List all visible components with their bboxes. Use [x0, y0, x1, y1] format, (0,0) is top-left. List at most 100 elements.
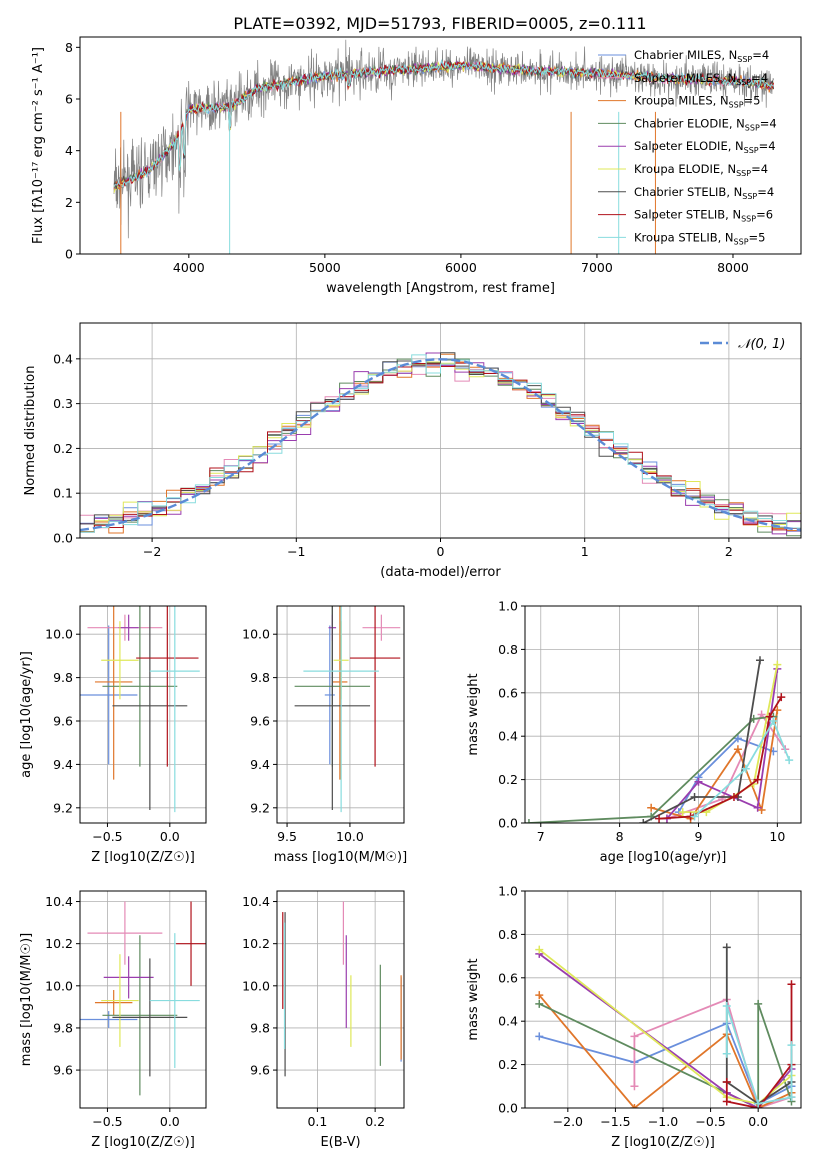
y-tick-label: 10.0	[45, 627, 73, 642]
series-line	[693, 718, 791, 818]
y-axis-label: mass weight	[466, 673, 481, 755]
plot-frame	[79, 322, 802, 539]
y-axis-label: mass [log10(M/M☉)]	[19, 933, 34, 1066]
data-point-marker	[722, 1097, 731, 1106]
legend-label: Salpeter MILES, NSSP=4	[634, 71, 768, 87]
x-tick-label: 0	[437, 544, 445, 559]
y-tick-label: 0.2	[498, 1057, 518, 1072]
y-tick-label: 0.4	[498, 1014, 518, 1029]
data-point-marker	[733, 734, 742, 743]
x-tick-label: 0.0	[160, 829, 180, 844]
x-tick-label: −1.0	[648, 1114, 678, 1129]
data-point-marker	[787, 980, 796, 989]
y-axis-label: age [log10(age/yr)]	[19, 651, 34, 778]
series-kroupa-stelib	[690, 717, 794, 821]
y-tick-label: 9.6	[53, 714, 73, 729]
y-tick-label: 2	[65, 195, 73, 210]
x-tick-label: −2.0	[553, 1114, 583, 1129]
legend-label: 𝒩(0, 1)	[738, 337, 785, 352]
data-point-marker	[754, 999, 763, 1008]
errorbar-kroupa-stelib	[149, 933, 200, 1068]
x-tick-label: 8000	[717, 260, 749, 275]
series-line	[678, 737, 774, 813]
series-line	[633, 998, 792, 1108]
x-tick-label: −2	[143, 544, 161, 559]
y-tick-label: 0	[65, 247, 73, 262]
data-point-marker	[630, 1032, 639, 1041]
y-tick-label: 10.0	[45, 978, 73, 993]
legend-label: Chabrier MILES, NSSP=4	[634, 48, 769, 64]
errorbar-chabrier-elodie	[102, 935, 178, 1096]
errorbar-salpeter-elodie	[118, 614, 139, 641]
y-tick-label: 10.0	[242, 627, 270, 642]
y-tick-label: 0.2	[53, 441, 73, 456]
normal-distribution-curve	[80, 358, 801, 532]
figure-title: PLATE=0392, MJD=51793, FIBERID=0005, z=0…	[233, 14, 646, 33]
errorbar-kroupa-elodie	[101, 621, 139, 700]
errorbar-chabrier-miles	[324, 625, 335, 765]
y-tick-label: 10.2	[45, 936, 73, 951]
x-tick-label: 5000	[309, 260, 341, 275]
data-point-marker	[753, 803, 762, 812]
legend-label: Salpeter ELODIE, NSSP=4	[634, 139, 776, 155]
y-tick-label: 9.2	[250, 800, 270, 815]
y-axis-label: mass weight	[466, 958, 481, 1040]
observed-spectrum	[113, 39, 774, 239]
data-point-marker	[722, 943, 731, 952]
data-point-marker	[769, 717, 778, 726]
x-axis-label: Z [log10(Z/Z☉)]	[91, 850, 195, 865]
data-point-marker	[729, 792, 738, 801]
x-tick-label: 10	[769, 829, 785, 844]
plot-frame	[79, 605, 207, 824]
plot-frame	[524, 890, 802, 1109]
data-point-marker	[765, 712, 774, 721]
errorbar-chabrier-stelib	[112, 606, 188, 810]
series-line	[642, 660, 761, 823]
y-tick-label: 9.4	[250, 757, 270, 772]
errorbar-salpeter-stelib	[176, 901, 206, 986]
data-point-marker	[754, 1099, 763, 1108]
series-line	[538, 953, 793, 1108]
plot-frame	[276, 890, 405, 1109]
errorbar-kroupa-miles	[332, 606, 348, 780]
x-axis-label: wavelength [Angstrom, rest frame]	[326, 281, 555, 296]
data-point-marker	[722, 1049, 731, 1058]
data-point-marker	[733, 745, 742, 754]
x-axis-label: mass [log10(M/M☉)]	[274, 850, 407, 865]
y-tick-label: 0.6	[498, 685, 518, 700]
legend-label: Chabrier STELIB, NSSP=4	[634, 185, 774, 201]
data-point-marker	[787, 1041, 796, 1050]
series-line	[666, 668, 779, 820]
data-point-marker	[525, 819, 533, 823]
data-point-marker	[630, 1082, 639, 1091]
errorbar-chabrier-stelib	[294, 606, 371, 810]
x-axis-label: age [log10(age/yr)]	[600, 850, 727, 865]
massweight-vs-metallicity-panel: −2.0 −1.5 −1.0 −0.5 0.0 0.0 0.2 0.4 0.6 0.8 1.0 Z […	[466, 884, 802, 1150]
errorbar-chabrier-elodie	[102, 606, 178, 767]
data-point-marker	[535, 999, 544, 1008]
data-point-marker	[535, 1032, 544, 1041]
legend-label: Kroupa MILES, NSSP=5	[634, 94, 760, 110]
series-line	[725, 984, 793, 1108]
age-vs-metallicity-panel: −0.5 0.0 9.2 9.4 9.6 9.8 10.0 Z [log10(Z/Z☉)] ag…	[19, 605, 207, 865]
y-tick-label: 10.2	[242, 936, 270, 951]
data-point-marker	[655, 814, 664, 823]
series-line	[538, 1002, 793, 1108]
x-tick-label: 2	[725, 544, 733, 559]
errorbar-chabrier-miles	[80, 625, 138, 765]
y-tick-label: 6	[65, 92, 73, 107]
y-tick-label: 8	[65, 40, 73, 55]
model-spectrum-kroupa-stelib	[113, 59, 774, 188]
data-point-marker	[722, 1002, 731, 1011]
x-tick-label: 7000	[581, 260, 613, 275]
mass-vs-ebv-panel: 0.1 0.2 9.6 9.8 10.0 10.2 10.4 E(B-V)	[242, 890, 405, 1150]
y-tick-label: 0.8	[498, 642, 518, 657]
errorbar-salpeter-miles	[87, 901, 163, 965]
legend-label: Salpeter STELIB, NSSP=6	[634, 208, 773, 224]
y-tick-label: 9.8	[250, 670, 270, 685]
series-salpeter-stelib	[655, 693, 786, 823]
data-point-marker	[690, 792, 699, 801]
y-tick-label: 1.0	[498, 599, 518, 614]
y-tick-label: 9.8	[53, 1020, 73, 1035]
